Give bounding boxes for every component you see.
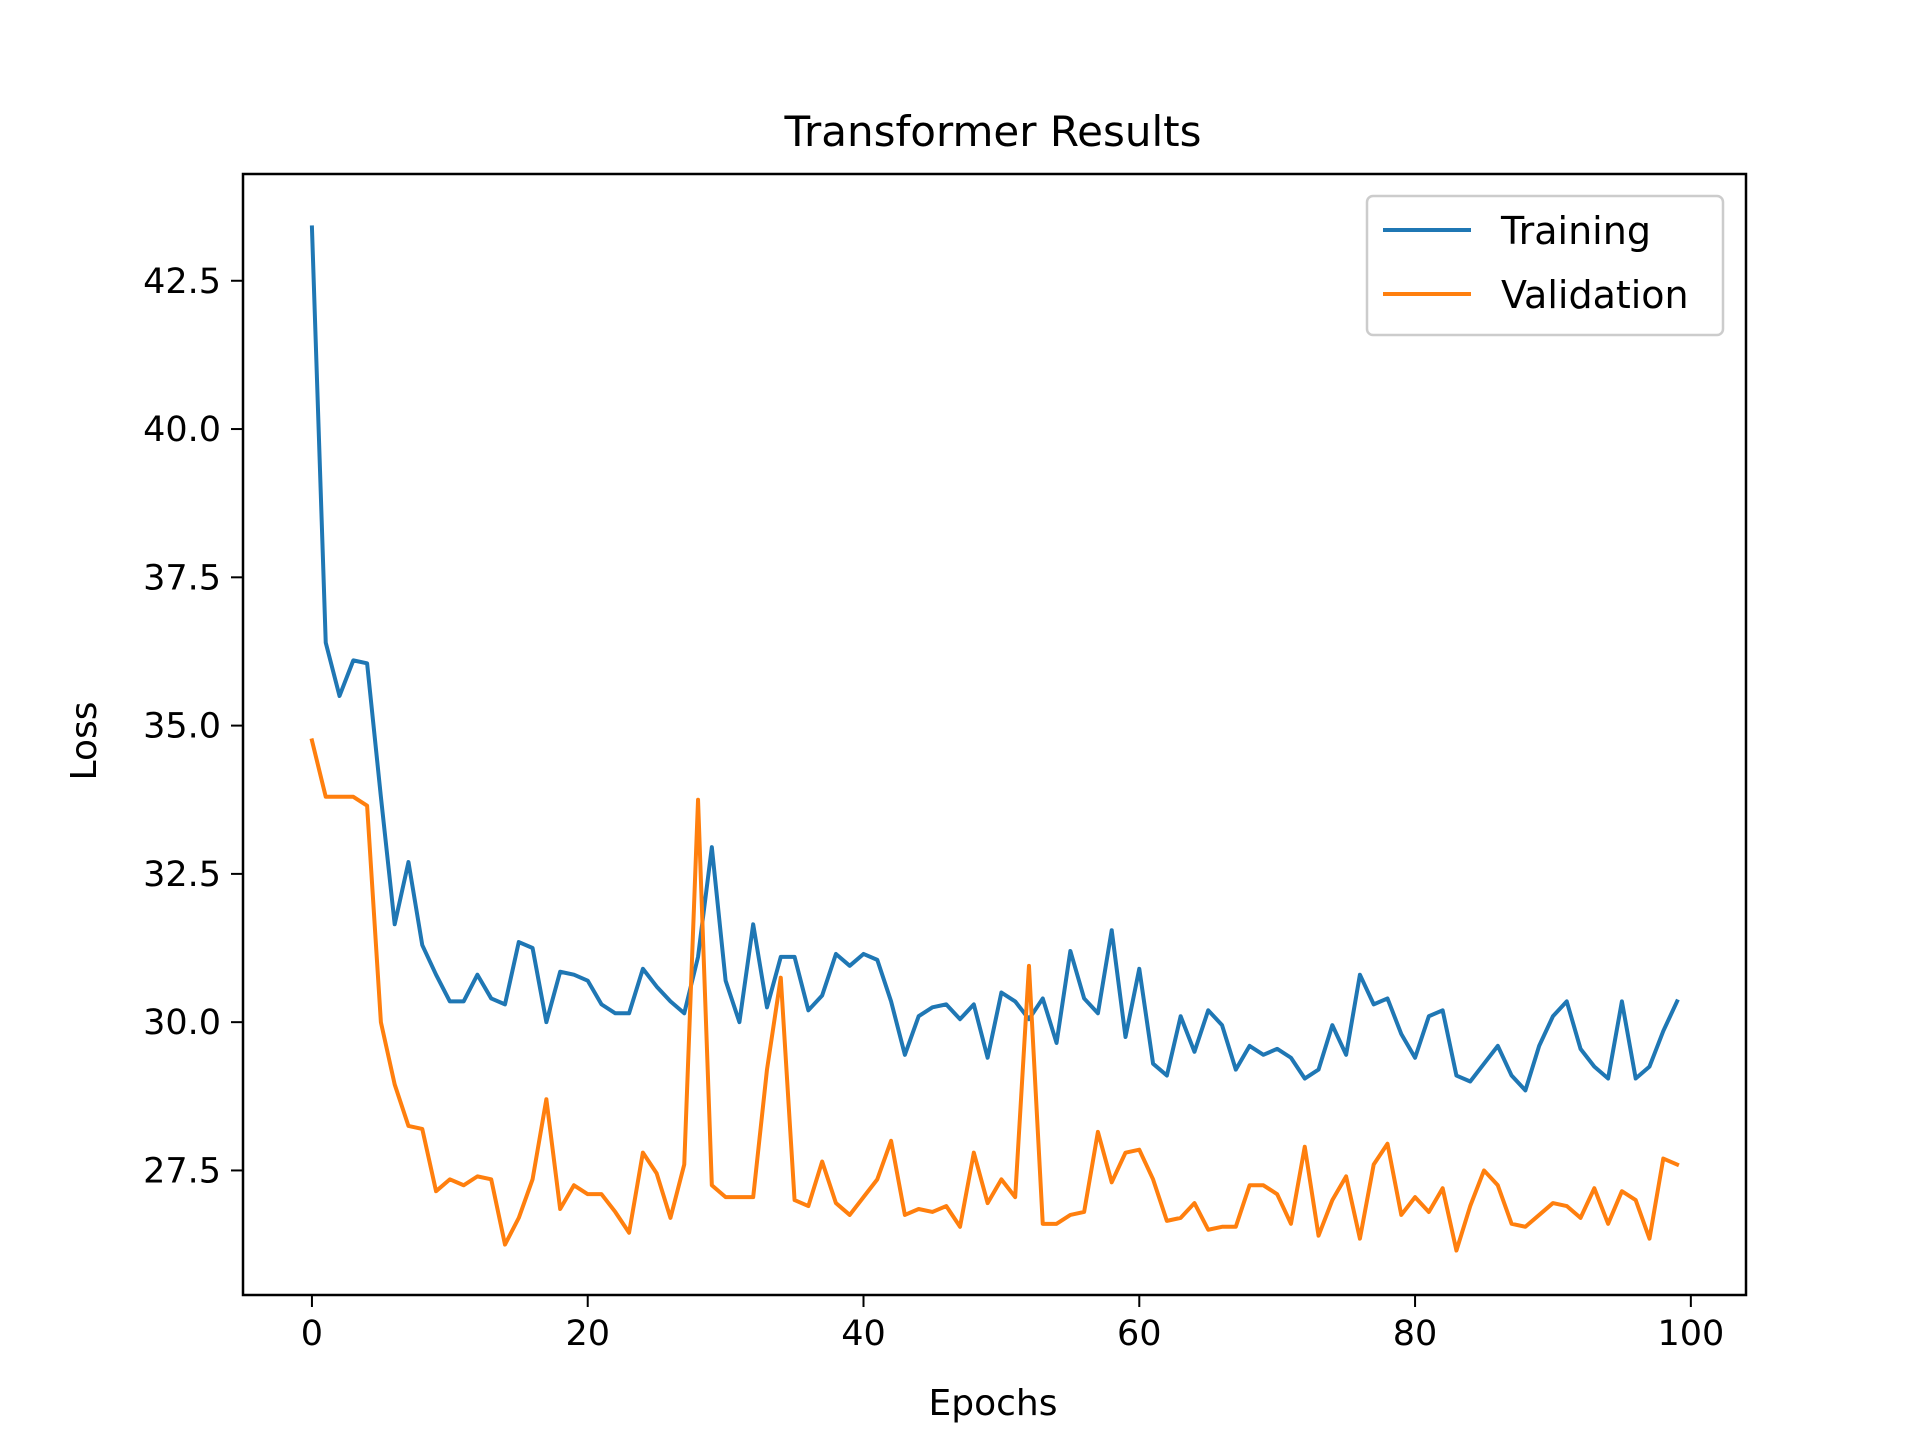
- y-tick-label: 30.0: [143, 1003, 221, 1043]
- y-tick-label: 40.0: [143, 410, 221, 450]
- series-line-training: [309, 225, 1680, 1093]
- y-tick-label: 35.0: [143, 707, 221, 747]
- y-axis-ticks: 27.5 30.0 32.5 35.0 37.5 40.0 42.5: [143, 262, 243, 1191]
- x-tick-label: 100: [1657, 1314, 1724, 1354]
- y-tick-label: 42.5: [143, 262, 221, 302]
- series-line-validation: [309, 738, 1680, 1253]
- series-layer: [309, 225, 1680, 1253]
- x-tick-label: 60: [1117, 1314, 1162, 1354]
- chart-title: Transformer Results: [783, 107, 1201, 156]
- y-tick-label: 37.5: [143, 558, 221, 598]
- y-axis-label: Loss: [64, 702, 105, 781]
- x-tick-label: 40: [841, 1314, 886, 1354]
- y-tick-label: 27.5: [143, 1151, 221, 1191]
- plot-area: [241, 172, 1748, 1297]
- plot-frame: [241, 172, 1748, 1297]
- legend-label-training: Training: [1500, 209, 1651, 253]
- x-axis-label: Epochs: [929, 1383, 1058, 1424]
- legend: Training Validation: [1365, 194, 1725, 337]
- y-tick-label: 32.5: [143, 855, 221, 895]
- legend-label-validation: Validation: [1501, 273, 1689, 317]
- x-tick-label: 20: [565, 1314, 610, 1354]
- x-tick-label: 0: [301, 1314, 323, 1354]
- x-tick-label: 80: [1393, 1314, 1438, 1354]
- x-axis-ticks: 0 20 40 60 80 100: [301, 1295, 1724, 1354]
